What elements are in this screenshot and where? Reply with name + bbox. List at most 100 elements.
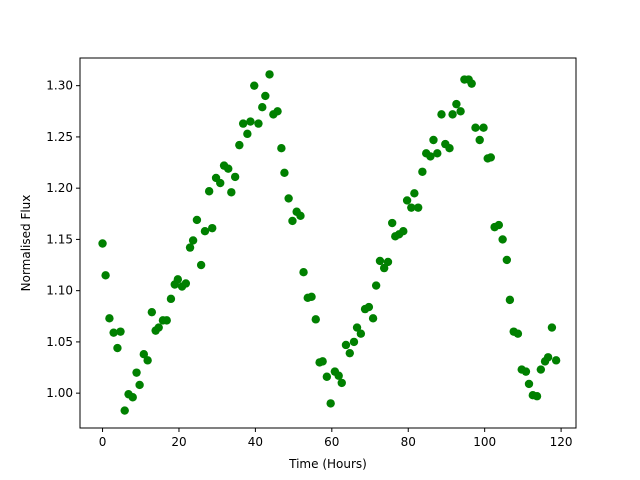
point (418, 167, 427, 176)
point (258, 102, 267, 112)
point (250, 81, 259, 90)
point (368, 314, 378, 323)
point (337, 378, 346, 388)
point (471, 123, 480, 132)
point (307, 292, 316, 302)
point (280, 168, 289, 177)
point (524, 379, 534, 389)
point (230, 172, 240, 182)
x-tick-label: 80 (401, 435, 416, 449)
point (322, 372, 332, 381)
point (486, 153, 495, 162)
point (402, 196, 412, 205)
point (498, 235, 507, 244)
x-tick-label: 40 (248, 435, 263, 449)
point (505, 295, 515, 305)
point (433, 149, 442, 158)
point (334, 371, 343, 380)
point (143, 356, 152, 365)
x-tick-label: 100 (473, 435, 496, 449)
point (98, 239, 107, 248)
point (173, 275, 183, 284)
point (238, 119, 248, 128)
x-tick-label: 120 (550, 435, 573, 449)
point (407, 203, 416, 212)
point (536, 365, 546, 374)
point (109, 328, 118, 337)
point (192, 215, 202, 225)
point (254, 119, 263, 128)
point (547, 323, 557, 332)
point (356, 329, 366, 338)
point (296, 211, 305, 221)
point (243, 129, 252, 139)
point (196, 260, 206, 270)
point (208, 223, 217, 233)
point (399, 227, 408, 236)
y-tick-label: 1.20 (46, 181, 73, 195)
point (235, 140, 244, 150)
point (116, 327, 125, 336)
y-axis-label: Normalised Flux (19, 195, 33, 292)
plot-frame (79, 57, 577, 429)
point (341, 340, 351, 350)
point (437, 110, 446, 119)
point (120, 406, 129, 415)
point (364, 302, 374, 312)
point (479, 123, 488, 132)
point (467, 79, 476, 88)
point (375, 256, 385, 266)
point (502, 255, 512, 265)
point (135, 380, 144, 390)
point (429, 135, 438, 145)
point (101, 271, 110, 280)
point (456, 107, 465, 116)
point (448, 110, 457, 119)
point (532, 392, 542, 401)
point (426, 152, 435, 161)
point (288, 216, 297, 226)
point (246, 117, 255, 126)
point (551, 356, 561, 365)
point (475, 135, 484, 145)
y-tick-label: 1.15 (46, 232, 73, 246)
y-tick-label: 1.25 (46, 130, 73, 144)
point (154, 323, 163, 332)
point (318, 357, 327, 366)
point (494, 220, 504, 230)
point (383, 257, 393, 267)
point (513, 329, 523, 338)
point (105, 314, 114, 323)
point (265, 70, 274, 79)
point (147, 307, 157, 317)
point (284, 194, 293, 203)
point (216, 178, 225, 188)
y-tick-label: 1.10 (46, 284, 73, 298)
point (139, 350, 149, 359)
point (188, 236, 198, 245)
point (452, 99, 461, 109)
x-tick-label: 0 (99, 435, 107, 449)
point (311, 315, 320, 324)
point (543, 353, 553, 362)
y-tick-label: 1.05 (46, 335, 73, 349)
y-tick-label: 1.00 (46, 386, 73, 400)
x-tick-label: 60 (324, 435, 339, 449)
point (413, 203, 423, 212)
point (352, 323, 362, 332)
point (128, 393, 137, 402)
point (185, 243, 195, 252)
point (410, 189, 419, 198)
point (261, 91, 270, 101)
point (326, 399, 335, 408)
point (181, 279, 191, 288)
point (371, 281, 381, 290)
point (224, 164, 233, 173)
point (273, 107, 282, 116)
x-tick-label: 20 (171, 435, 186, 449)
x-axis-label: Time (Hours) (288, 457, 367, 471)
point (166, 294, 176, 304)
point (200, 227, 210, 236)
point (345, 348, 354, 358)
